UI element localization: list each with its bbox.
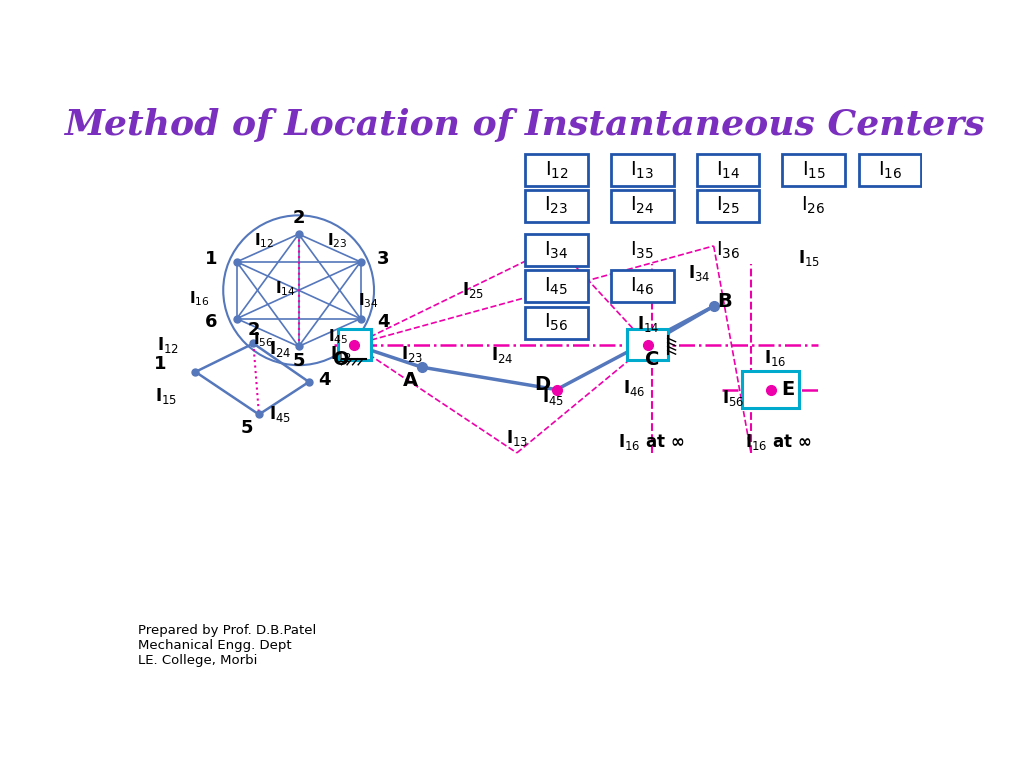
Text: 5: 5 xyxy=(293,353,305,370)
Text: I$_{12}$: I$_{12}$ xyxy=(545,160,568,181)
FancyBboxPatch shape xyxy=(611,190,674,222)
Text: B: B xyxy=(718,292,732,311)
Text: I$_{45}$: I$_{45}$ xyxy=(545,276,568,296)
Text: 1: 1 xyxy=(154,355,166,373)
Text: I$_{46}$: I$_{46}$ xyxy=(624,378,645,398)
FancyBboxPatch shape xyxy=(742,371,800,408)
Text: 3: 3 xyxy=(377,250,390,268)
Text: O: O xyxy=(333,350,350,369)
Text: I$_{56}$: I$_{56}$ xyxy=(722,389,743,409)
FancyBboxPatch shape xyxy=(696,190,760,222)
FancyBboxPatch shape xyxy=(525,307,588,339)
Text: I$_{23}$: I$_{23}$ xyxy=(328,231,348,250)
FancyBboxPatch shape xyxy=(525,234,588,266)
Text: I$_{16}$ at ∞: I$_{16}$ at ∞ xyxy=(618,432,685,452)
Text: I$_{45}$: I$_{45}$ xyxy=(269,405,292,425)
Text: 2: 2 xyxy=(293,209,305,227)
Text: 1: 1 xyxy=(205,250,217,268)
Text: 4: 4 xyxy=(317,371,331,389)
FancyBboxPatch shape xyxy=(782,154,845,186)
Text: I$_{16}$: I$_{16}$ xyxy=(189,290,210,309)
Text: I$_{12}$: I$_{12}$ xyxy=(254,231,274,250)
Text: I$_{36}$: I$_{36}$ xyxy=(716,240,740,260)
Text: I$_{35}$: I$_{35}$ xyxy=(630,240,654,260)
Text: I$_{16}$: I$_{16}$ xyxy=(878,160,902,181)
Text: I$_{14}$: I$_{14}$ xyxy=(637,314,659,334)
Text: I$_{56}$: I$_{56}$ xyxy=(253,330,273,349)
Text: E: E xyxy=(781,380,795,399)
Text: I$_{34}$: I$_{34}$ xyxy=(545,240,568,260)
FancyBboxPatch shape xyxy=(338,329,371,360)
FancyBboxPatch shape xyxy=(696,154,760,186)
Text: A: A xyxy=(403,371,418,389)
Text: Prepared by Prof. D.B.Patel
Mechanical Engg. Dept
LE. College, Morbi: Prepared by Prof. D.B.Patel Mechanical E… xyxy=(137,624,315,667)
Text: C: C xyxy=(644,350,659,369)
Text: I$_{15}$: I$_{15}$ xyxy=(802,160,825,181)
Text: I$_{16}$ at ∞: I$_{16}$ at ∞ xyxy=(745,432,812,452)
Text: 4: 4 xyxy=(377,313,390,330)
Text: I$_{14}$: I$_{14}$ xyxy=(716,160,740,181)
Text: I$_{16}$: I$_{16}$ xyxy=(764,348,786,369)
Text: D: D xyxy=(535,376,550,395)
Text: 6: 6 xyxy=(205,313,217,330)
Text: I$_{12}$: I$_{12}$ xyxy=(330,343,351,363)
Text: I$_{14}$: I$_{14}$ xyxy=(274,279,296,298)
FancyBboxPatch shape xyxy=(858,154,922,186)
Text: 2: 2 xyxy=(247,321,260,339)
Text: I$_{45}$: I$_{45}$ xyxy=(543,387,564,407)
Text: Method of Location of Instantaneous Centers: Method of Location of Instantaneous Cent… xyxy=(65,108,985,141)
Text: I$_{25}$: I$_{25}$ xyxy=(462,280,484,300)
Text: I$_{15}$: I$_{15}$ xyxy=(155,386,177,406)
Text: I$_{15}$: I$_{15}$ xyxy=(798,248,820,268)
Text: I$_{56}$: I$_{56}$ xyxy=(545,312,568,333)
Text: I$_{24}$: I$_{24}$ xyxy=(492,345,514,365)
Text: I$_{25}$: I$_{25}$ xyxy=(716,195,740,217)
Text: I$_{12}$: I$_{12}$ xyxy=(157,336,178,356)
Text: I$_{45}$: I$_{45}$ xyxy=(328,327,348,346)
Text: I$_{34}$: I$_{34}$ xyxy=(358,291,379,310)
Text: I$_{13}$: I$_{13}$ xyxy=(630,160,654,181)
FancyBboxPatch shape xyxy=(611,154,674,186)
FancyBboxPatch shape xyxy=(525,190,588,222)
FancyBboxPatch shape xyxy=(627,329,669,360)
Text: I$_{24}$: I$_{24}$ xyxy=(630,195,654,217)
FancyBboxPatch shape xyxy=(525,270,588,302)
Text: I$_{26}$: I$_{26}$ xyxy=(802,195,826,217)
Text: I$_{34}$: I$_{34}$ xyxy=(688,263,711,283)
FancyBboxPatch shape xyxy=(525,154,588,186)
Text: 5: 5 xyxy=(241,419,253,437)
Text: I$_{23}$: I$_{23}$ xyxy=(401,343,423,363)
FancyBboxPatch shape xyxy=(611,270,674,302)
Text: I$_{24}$: I$_{24}$ xyxy=(269,339,292,359)
Text: I$_{13}$: I$_{13}$ xyxy=(506,428,528,448)
Text: I$_{23}$: I$_{23}$ xyxy=(545,195,568,217)
Text: I$_{46}$: I$_{46}$ xyxy=(630,276,654,296)
